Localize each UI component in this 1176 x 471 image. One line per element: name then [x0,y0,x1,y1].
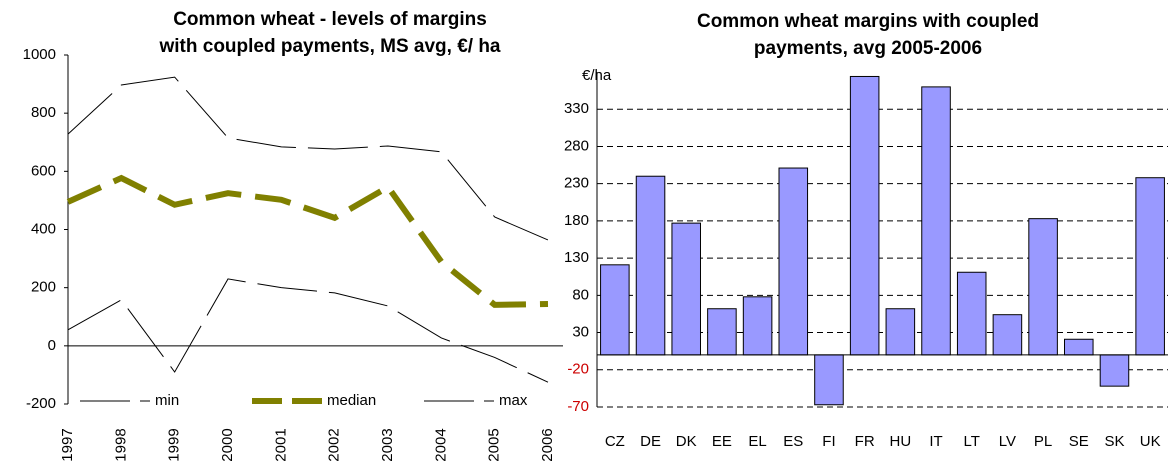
x-tick-label: 2005 [486,428,503,461]
y-tick-label: -200 [26,395,56,412]
x-tick-label: 2003 [379,428,396,461]
bar [1135,177,1165,356]
bar [921,86,951,356]
x-tick-label: SK [1104,433,1124,450]
x-tick-label: FR [855,433,875,450]
x-tick-label: 2001 [272,428,289,461]
y-tick-label: 600 [31,162,56,179]
x-tick-label: ES [783,433,803,450]
bar [956,271,987,356]
chart-title: with coupled payments, MS avg, €/ ha [158,36,500,57]
chart-title: Common wheat margins with coupled [697,11,1039,32]
x-tick-label: 2002 [326,428,343,461]
x-tick-label: CZ [605,433,625,450]
x-tick-label: EE [712,433,732,450]
bar [742,296,773,356]
y-tick-label: 130 [564,249,589,266]
bar [1099,354,1130,387]
line-series [67,76,549,241]
bar [671,222,701,356]
x-tick-label: LV [999,433,1016,450]
x-tick-label: DE [640,433,661,450]
bar [1064,338,1094,356]
y-tick-label: 280 [564,137,589,154]
y-tick-label: 230 [564,175,589,192]
chart-title: Common wheat - levels of margins [173,9,487,30]
x-tick-label: 1998 [112,428,129,461]
x-tick-label: 2004 [432,428,449,461]
x-tick-label: DK [676,433,697,450]
y-tick-label: 80 [572,286,589,303]
x-tick-label: 1999 [166,428,183,461]
y-tick-label: 30 [572,324,589,341]
x-tick-label: HU [890,433,912,450]
y-tick-label: 200 [31,279,56,296]
legend-label: max [499,392,528,409]
bar [635,175,666,356]
x-tick-label: LT [964,433,980,450]
chart-title: payments, avg 2005-2006 [754,38,982,59]
x-tick-label: FI [822,433,835,450]
y-tick-label: -20 [567,361,589,378]
y-tick-label: -70 [567,398,589,415]
bar [849,75,880,356]
x-tick-label: IT [929,433,942,450]
bar [778,167,809,356]
bar [814,354,844,406]
bar [1028,218,1058,356]
x-tick-label: 2000 [219,428,236,461]
legend-label: median [327,392,376,409]
x-tick-label: EL [748,433,766,450]
y-tick-label: 0 [48,337,56,354]
bar [707,308,737,356]
x-tick-label: 2006 [539,428,556,461]
x-tick-label: SE [1069,433,1089,450]
y-tick-label: 800 [31,104,56,121]
x-tick-label: PL [1034,433,1052,450]
y-tick-label: 1000 [23,46,56,63]
line-series [66,174,549,308]
y-tick-label: 400 [31,220,56,237]
x-tick-label: UK [1140,433,1161,450]
bar [885,308,916,356]
line-series [67,278,549,383]
bar [600,264,630,356]
y-tick-label: 180 [564,212,589,229]
bar [992,314,1023,356]
legend-label: min [155,392,179,409]
y-tick-label: 330 [564,100,589,117]
x-tick-label: 1997 [59,428,76,461]
